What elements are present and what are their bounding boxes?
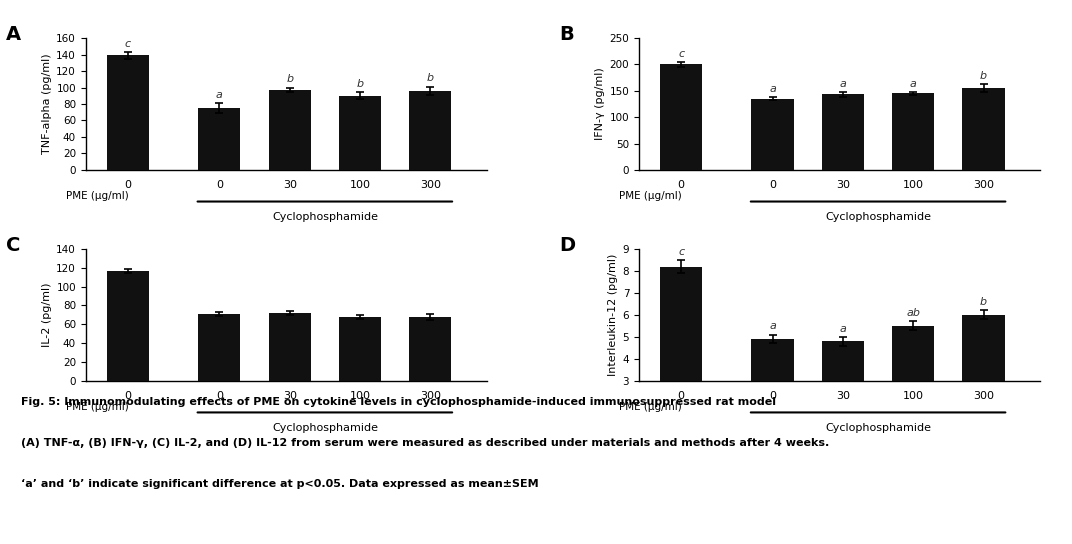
Text: D: D <box>559 236 575 255</box>
Text: a: a <box>839 79 847 89</box>
Bar <box>339 317 382 381</box>
Y-axis label: TNF-alpha (pg/ml): TNF-alpha (pg/ml) <box>42 54 53 154</box>
Bar <box>751 339 793 447</box>
Text: b: b <box>980 71 987 81</box>
Bar <box>107 270 149 381</box>
Bar <box>269 313 311 381</box>
Bar <box>339 96 382 170</box>
Text: C: C <box>5 236 20 255</box>
Text: Cyclophosphamide: Cyclophosphamide <box>272 423 377 433</box>
Text: c: c <box>125 39 131 49</box>
Bar <box>107 55 149 170</box>
Bar <box>751 98 793 170</box>
Text: b: b <box>427 73 434 83</box>
Bar <box>822 341 864 447</box>
Text: PME (μg/ml): PME (μg/ml) <box>65 191 129 201</box>
Text: PME (μg/ml): PME (μg/ml) <box>619 402 682 412</box>
Text: Fig. 5: Immunomodulating effects of PME on cytokine levels in cyclophosphamide-i: Fig. 5: Immunomodulating effects of PME … <box>21 397 776 407</box>
Text: Cyclophosphamide: Cyclophosphamide <box>825 423 932 433</box>
Text: PME (μg/ml): PME (μg/ml) <box>65 402 129 412</box>
Text: ‘a’ and ‘b’ indicate significant difference at p<0.05. Data expressed as mean±SE: ‘a’ and ‘b’ indicate significant differe… <box>21 479 539 489</box>
Bar <box>410 91 451 170</box>
Text: A: A <box>5 25 20 44</box>
Text: ab: ab <box>906 308 920 318</box>
Text: c: c <box>679 48 684 59</box>
Bar <box>660 267 702 447</box>
Y-axis label: IL-2 (pg/ml): IL-2 (pg/ml) <box>42 283 53 347</box>
Text: b: b <box>980 297 987 307</box>
Bar <box>269 90 311 170</box>
Y-axis label: IFN-γ (pg/ml): IFN-γ (pg/ml) <box>595 67 606 140</box>
Text: b: b <box>357 79 363 89</box>
Text: a: a <box>839 324 847 333</box>
Text: (A) TNF-α, (B) IFN-γ, (C) IL-2, and (D) IL-12 from serum were measured as descri: (A) TNF-α, (B) IFN-γ, (C) IL-2, and (D) … <box>21 438 830 448</box>
Text: a: a <box>215 90 223 100</box>
Text: a: a <box>769 322 776 331</box>
Bar <box>822 95 864 170</box>
Bar <box>963 315 1004 447</box>
Text: Cyclophosphamide: Cyclophosphamide <box>272 212 377 222</box>
Text: b: b <box>286 74 294 84</box>
Bar <box>660 64 702 170</box>
Bar <box>198 314 240 381</box>
Bar <box>963 88 1004 170</box>
Text: c: c <box>679 246 684 257</box>
Bar <box>892 326 935 447</box>
Bar <box>892 94 935 170</box>
Text: a: a <box>910 78 917 89</box>
Bar <box>198 108 240 170</box>
Y-axis label: Interleukin-12 (pg/ml): Interleukin-12 (pg/ml) <box>609 254 619 376</box>
Text: B: B <box>559 25 574 44</box>
Bar <box>410 317 451 381</box>
Text: a: a <box>769 84 776 94</box>
Text: Cyclophosphamide: Cyclophosphamide <box>825 212 932 222</box>
Text: PME (μg/ml): PME (μg/ml) <box>619 191 682 201</box>
